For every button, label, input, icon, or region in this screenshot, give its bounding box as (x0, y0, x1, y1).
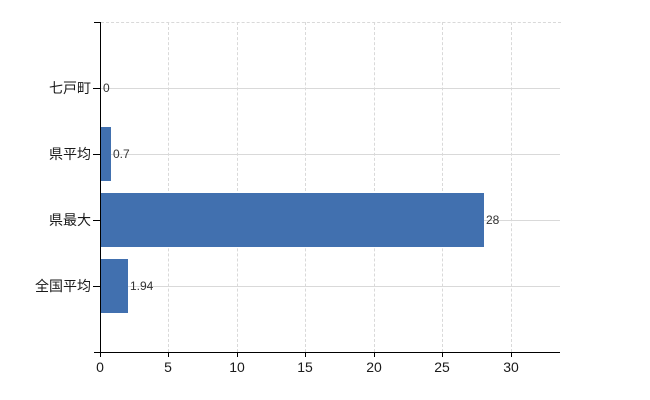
category-tick (93, 220, 100, 221)
x-tick (511, 352, 512, 357)
x-tick-label: 0 (96, 359, 104, 375)
horizontal-gridline (101, 154, 560, 155)
x-tick (100, 352, 101, 357)
category-label: 全国平均 (35, 278, 91, 294)
category-label: 七戸町 (49, 80, 91, 96)
bar-value-label: 1.94 (130, 279, 154, 293)
category-tick (93, 88, 100, 89)
vertical-gridline (442, 22, 444, 352)
vertical-gridline (236, 22, 238, 352)
bar-value-label: 28 (486, 213, 500, 227)
horizontal-gridline (101, 286, 560, 287)
x-tick (237, 352, 238, 357)
x-tick-label: 20 (366, 359, 382, 375)
x-tick-label: 5 (164, 359, 172, 375)
x-tick-label: 10 (229, 359, 245, 375)
category-tick (93, 154, 100, 155)
x-tick-label: 15 (297, 359, 313, 375)
bar (101, 127, 111, 181)
category-label: 県平均 (49, 146, 91, 162)
y-axis-line (100, 22, 101, 357)
vertical-gridline (305, 22, 307, 352)
category-tick (93, 286, 100, 287)
bar-value-label: 0 (103, 81, 110, 95)
x-tick-label: 30 (503, 359, 519, 375)
x-tick (374, 352, 375, 357)
vertical-gridline (373, 22, 375, 352)
bar (101, 193, 484, 247)
y-axis-top-tick (94, 22, 100, 23)
x-tick (442, 352, 443, 357)
x-axis-line (94, 352, 560, 353)
x-tick-label: 25 (434, 359, 450, 375)
bar-value-label: 0.7 (113, 147, 130, 161)
plot-top-border (101, 22, 561, 23)
vertical-gridline (168, 22, 170, 352)
bar (101, 259, 128, 313)
x-tick (168, 352, 169, 357)
x-tick (305, 352, 306, 357)
category-label: 県最大 (49, 212, 91, 228)
vertical-gridline (510, 22, 512, 352)
horizontal-gridline (101, 88, 560, 89)
